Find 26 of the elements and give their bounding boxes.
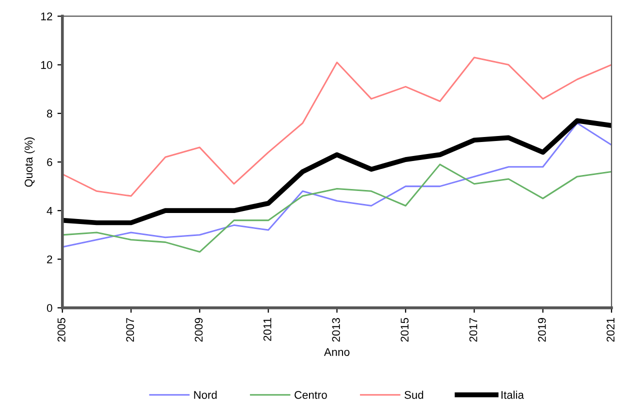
y-tick-label: 4 bbox=[46, 206, 52, 215]
y-tick-label: 10 bbox=[41, 61, 52, 69]
x-tick-label: 2011 bbox=[263, 318, 272, 341]
legend-label: Centro bbox=[294, 390, 327, 399]
line-series bbox=[62, 56, 612, 197]
y-tick-label: 6 bbox=[47, 158, 52, 166]
x-tick-label: 2007 bbox=[126, 318, 134, 342]
legend-label: Nord bbox=[194, 390, 217, 399]
x-tick-label: 2017 bbox=[469, 318, 478, 342]
x-tick-label: 2009 bbox=[194, 318, 203, 342]
x-tick-label: 2021 bbox=[606, 318, 615, 342]
line-series bbox=[62, 122, 612, 248]
x-tick-label: 2005 bbox=[58, 318, 66, 342]
x-axis-title: Anno bbox=[324, 348, 350, 356]
y-tick-label: 2 bbox=[47, 255, 52, 264]
x-tick-label: 2015 bbox=[400, 318, 409, 342]
y-tick-label: 0 bbox=[46, 304, 52, 312]
x-tick-label: 2019 bbox=[538, 318, 546, 342]
line-series bbox=[62, 164, 612, 253]
legend-label: Sud bbox=[404, 390, 424, 399]
x-tick-label: 2013 bbox=[332, 318, 340, 342]
legend-label: Italia bbox=[502, 390, 524, 399]
line-series bbox=[62, 118, 612, 226]
y-axis-title: Quota (%) bbox=[24, 137, 35, 187]
y-tick-label: 12 bbox=[41, 12, 52, 20]
y-tick-label: 8 bbox=[46, 110, 52, 118]
